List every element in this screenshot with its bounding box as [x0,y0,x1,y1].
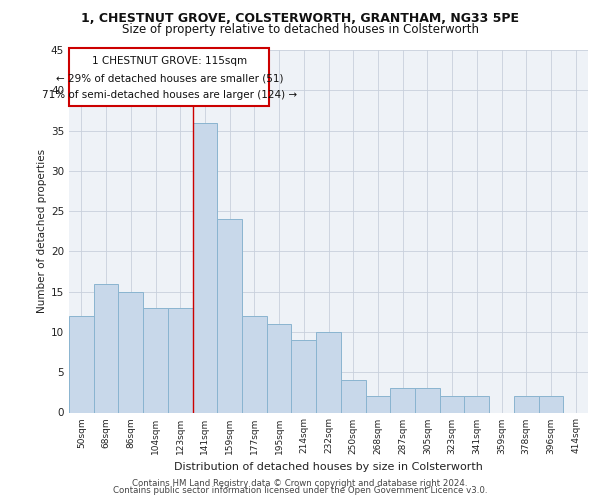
Bar [365,396,390,412]
Bar [292,340,316,412]
Bar [539,396,563,412]
Bar [118,292,143,412]
Text: Contains public sector information licensed under the Open Government Licence v3: Contains public sector information licen… [113,486,487,495]
Bar [415,388,440,412]
Y-axis label: Number of detached properties: Number of detached properties [37,149,47,314]
Bar [168,308,193,412]
Bar [193,122,217,412]
Bar [267,324,292,412]
Bar [94,284,118,412]
Bar [69,316,94,412]
Bar [242,316,267,412]
FancyBboxPatch shape [70,48,269,106]
Text: 1 CHESTNUT GROVE: 115sqm: 1 CHESTNUT GROVE: 115sqm [92,56,247,66]
Bar [390,388,415,412]
Bar [217,219,242,412]
Text: ← 29% of detached houses are smaller (51): ← 29% of detached houses are smaller (51… [56,73,283,83]
Bar [514,396,539,412]
Bar [341,380,365,412]
Text: 1, CHESTNUT GROVE, COLSTERWORTH, GRANTHAM, NG33 5PE: 1, CHESTNUT GROVE, COLSTERWORTH, GRANTHA… [81,12,519,26]
Text: 71% of semi-detached houses are larger (124) →: 71% of semi-detached houses are larger (… [42,90,297,100]
Text: Contains HM Land Registry data © Crown copyright and database right 2024.: Contains HM Land Registry data © Crown c… [132,478,468,488]
Bar [316,332,341,412]
Bar [143,308,168,412]
X-axis label: Distribution of detached houses by size in Colsterworth: Distribution of detached houses by size … [174,462,483,472]
Text: Size of property relative to detached houses in Colsterworth: Size of property relative to detached ho… [121,22,479,36]
Bar [464,396,489,412]
Bar [440,396,464,412]
